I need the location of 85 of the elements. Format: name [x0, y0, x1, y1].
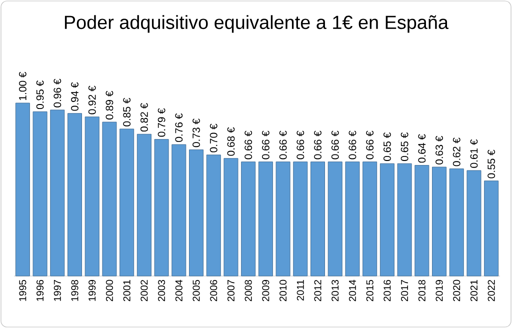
bar [293, 162, 308, 276]
x-tick-label: 2006 [210, 280, 218, 302]
bar [50, 110, 65, 276]
bar [206, 154, 221, 276]
data-label: 0.73 € [192, 118, 200, 148]
bar [189, 149, 204, 276]
chart-title: Poder adquisitivo equivalente a 1€ en España [64, 15, 448, 33]
x-tick-label: 2016 [384, 280, 391, 302]
x-tick-label: 1997 [54, 280, 61, 301]
bar [432, 166, 447, 276]
x-tick-label: 1998 [71, 280, 78, 301]
bar [154, 139, 169, 276]
data-label: 0.66 € [331, 130, 339, 160]
bar [362, 162, 378, 276]
bar [224, 158, 238, 276]
bar [136, 134, 152, 276]
data-label: 0.66 € [279, 130, 287, 160]
data-label: 0.64 € [418, 134, 426, 163]
bar [449, 168, 464, 276]
data-label: 0.66 € [244, 130, 252, 160]
data-label: 0.66 € [262, 130, 270, 160]
data-label: 0.66 € [314, 130, 322, 160]
data-label: 1.00 € [18, 72, 26, 100]
data-label: 0.76 € [175, 113, 183, 142]
data-label: 0.61 € [470, 139, 478, 168]
data-label: 0.79 € [158, 108, 166, 137]
bar [172, 144, 186, 276]
data-label: 0.92 € [88, 86, 96, 114]
data-label: 0.70 € [210, 124, 218, 152]
data-label: 0.55 € [488, 150, 496, 178]
bar [68, 113, 82, 276]
x-tick-label: 2010 [280, 280, 287, 302]
bar [276, 162, 290, 276]
data-label: 0.62 € [452, 138, 460, 166]
data-label: 0.95 € [36, 80, 44, 110]
x-tick-label: 2003 [158, 280, 166, 302]
data-label: 0.82 € [140, 103, 148, 132]
data-label: 0.66 € [348, 130, 356, 160]
x-tick-label: 2011 [296, 280, 304, 300]
x-tick-label: 2008 [244, 280, 252, 302]
data-label: 0.63 € [436, 136, 443, 164]
x-tick-label: 2019 [436, 280, 443, 302]
x-tick-label: 2012 [314, 280, 322, 302]
x-tick-label: 2015 [366, 280, 374, 302]
bar [414, 165, 430, 276]
x-tick-label: 2009 [262, 280, 270, 302]
x-tick-label: 2020 [453, 280, 460, 302]
x-tick-label: 2000 [106, 280, 113, 302]
bar [120, 128, 134, 276]
x-tick-label: 2018 [418, 280, 426, 302]
x-tick-label: 2004 [175, 280, 182, 302]
x-tick-label: 2001 [123, 280, 130, 302]
x-tick-label: 2002 [140, 280, 148, 302]
x-tick-label: 1996 [36, 280, 44, 301]
data-label: 0.96 € [54, 78, 62, 108]
bar [241, 162, 256, 276]
bar [466, 170, 482, 276]
data-label: 0.68 € [227, 127, 235, 156]
data-label: 0.65 € [383, 132, 391, 161]
x-tick-label: 1999 [88, 280, 96, 301]
bar [32, 111, 48, 276]
x-tick-label: 2022 [488, 280, 495, 302]
bar [258, 162, 273, 276]
data-label: 0.66 € [366, 130, 374, 160]
data-label: 0.85 € [123, 98, 131, 126]
x-tick-label: 2005 [192, 280, 200, 302]
bar [15, 102, 30, 276]
bar [84, 116, 100, 276]
bar [310, 162, 326, 276]
x-tick-label: 2013 [332, 280, 339, 302]
bar [380, 163, 394, 276]
data-label: 0.89 € [106, 90, 114, 120]
data-label: 0.94 € [71, 82, 78, 111]
bar [345, 162, 360, 276]
data-label: 0.65 € [400, 132, 408, 161]
x-tick-label: 1995 [19, 280, 26, 301]
data-label: 0.66 € [296, 130, 304, 160]
x-tick-label: 2007 [227, 280, 234, 302]
bar [102, 122, 117, 276]
bar [397, 163, 412, 276]
bar [484, 180, 499, 276]
x-tick-label: 2017 [401, 280, 408, 302]
bar [328, 162, 342, 276]
x-tick-label: 2021 [470, 280, 478, 302]
x-tick-label: 2014 [348, 280, 356, 302]
